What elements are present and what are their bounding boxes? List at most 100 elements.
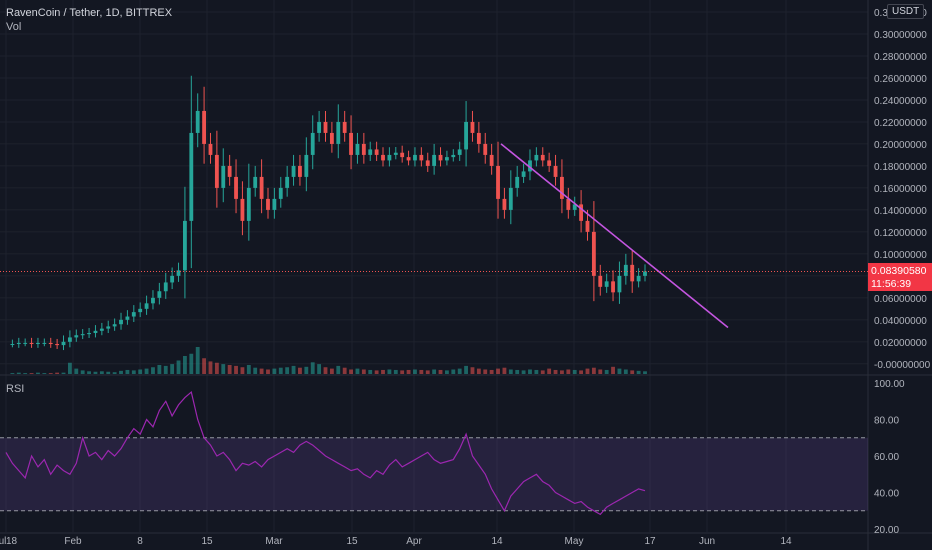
volume-bar bbox=[349, 369, 353, 374]
volume-bar bbox=[604, 369, 609, 374]
candle-body bbox=[623, 264, 628, 276]
volume-bars bbox=[10, 347, 647, 374]
trendline[interactable] bbox=[500, 143, 729, 329]
volume-bar bbox=[10, 373, 15, 374]
volume-bar bbox=[234, 365, 238, 374]
price-tick-label: 0.22000000 bbox=[874, 118, 927, 129]
candle-body bbox=[259, 176, 264, 199]
volume-bar bbox=[489, 369, 494, 374]
volume-bar bbox=[278, 367, 283, 374]
volume-bar bbox=[29, 373, 34, 374]
volume-bar bbox=[291, 365, 296, 374]
volume-bar bbox=[208, 361, 213, 374]
volume-bar bbox=[457, 368, 462, 374]
volume-bar bbox=[643, 371, 647, 374]
volume-bar bbox=[138, 369, 143, 374]
volume-bar bbox=[591, 367, 596, 374]
price-tick-label: 0.24000000 bbox=[874, 96, 927, 107]
price-axis[interactable]: 0.320000000.300000000.280000000.26000000… bbox=[874, 8, 931, 371]
candle-body bbox=[483, 143, 488, 155]
volume-bar bbox=[617, 368, 622, 374]
rsi-line bbox=[5, 391, 646, 516]
time-tick-label: Jul bbox=[0, 536, 6, 547]
volume-bar bbox=[157, 365, 162, 374]
volume-bar bbox=[246, 365, 251, 374]
symbol-title[interactable]: RavenCoin / Tether, 1D, BITTREX bbox=[6, 7, 173, 19]
candle-body bbox=[183, 220, 187, 271]
volume-bar bbox=[508, 369, 513, 374]
candle-body bbox=[643, 271, 647, 276]
candle-body bbox=[80, 334, 85, 336]
rsi-axis[interactable]: 100.00 80.00 60.00 40.00 20.00 bbox=[874, 379, 905, 536]
volume-bar bbox=[342, 367, 347, 374]
volume-bar bbox=[502, 367, 507, 374]
volume-bar bbox=[163, 365, 168, 374]
time-axis[interactable]: 18 Feb 8 15 Mar 15 Apr 14 May 17 Jun 14 Jul bbox=[0, 536, 792, 547]
candle-body bbox=[163, 282, 168, 292]
price-tick-label: 0.14000000 bbox=[874, 206, 927, 217]
volume-bar bbox=[227, 365, 232, 374]
candle-body bbox=[151, 297, 155, 304]
volume-bar bbox=[438, 369, 443, 374]
volume-bar bbox=[253, 367, 258, 374]
volume-bar bbox=[636, 370, 641, 374]
price-tick-label: 0.04000000 bbox=[874, 316, 927, 327]
candle-body bbox=[361, 143, 366, 155]
candle-body bbox=[521, 171, 526, 177]
volume-bar bbox=[540, 370, 545, 374]
volume-bar bbox=[55, 372, 60, 374]
time-tick-label: Feb bbox=[64, 536, 82, 547]
volume-bar bbox=[214, 362, 219, 374]
volume-bar bbox=[93, 371, 98, 374]
candle-body bbox=[93, 330, 98, 334]
candle-body bbox=[413, 154, 417, 161]
currency-badge[interactable]: USDT bbox=[887, 4, 925, 19]
volume-bar bbox=[483, 369, 488, 374]
volume-bar bbox=[329, 368, 334, 374]
price-tick-label: 0.20000000 bbox=[874, 140, 927, 151]
candle-body bbox=[476, 132, 481, 144]
volume-bar bbox=[381, 369, 385, 374]
candle-body bbox=[381, 154, 385, 161]
price-tick-label: 0.16000000 bbox=[874, 184, 927, 195]
volume-bar bbox=[374, 370, 379, 374]
candle-body bbox=[310, 132, 315, 155]
candle-body bbox=[67, 337, 72, 342]
candle-body bbox=[636, 275, 641, 282]
volume-bar bbox=[566, 369, 571, 374]
candle-body bbox=[323, 121, 328, 133]
price-tick-label: 0.28000000 bbox=[874, 52, 927, 63]
candle-body bbox=[42, 342, 47, 344]
candle-body bbox=[16, 342, 21, 345]
volume-bar bbox=[425, 370, 430, 374]
candle-body bbox=[540, 154, 545, 161]
volume-bar bbox=[432, 369, 437, 374]
candle-body bbox=[419, 154, 424, 161]
grid bbox=[0, 0, 868, 532]
volume-bar bbox=[585, 368, 590, 374]
candle-body bbox=[74, 335, 79, 338]
volume-bar bbox=[553, 369, 558, 374]
price-tick-label: 0.06000000 bbox=[874, 294, 927, 305]
candle-body bbox=[374, 149, 379, 155]
volume-bar bbox=[195, 347, 200, 374]
volume-bar bbox=[464, 365, 468, 374]
candle-body bbox=[87, 333, 91, 335]
candle-body bbox=[611, 281, 615, 293]
rsi-band bbox=[0, 437, 868, 511]
candle-body bbox=[266, 198, 270, 210]
volume-bar bbox=[131, 370, 136, 374]
rsi-label: RSI bbox=[6, 383, 25, 395]
candle-body bbox=[272, 198, 277, 210]
candle-body bbox=[630, 264, 635, 282]
volume-bar bbox=[151, 367, 155, 374]
candle-body bbox=[508, 187, 513, 210]
candle-body bbox=[10, 344, 15, 346]
candle-body bbox=[502, 198, 507, 210]
candle-body bbox=[317, 121, 322, 133]
candle-body bbox=[246, 187, 251, 221]
volume-bar bbox=[534, 369, 539, 374]
volume-bar bbox=[547, 368, 552, 374]
candle-body bbox=[119, 319, 123, 325]
